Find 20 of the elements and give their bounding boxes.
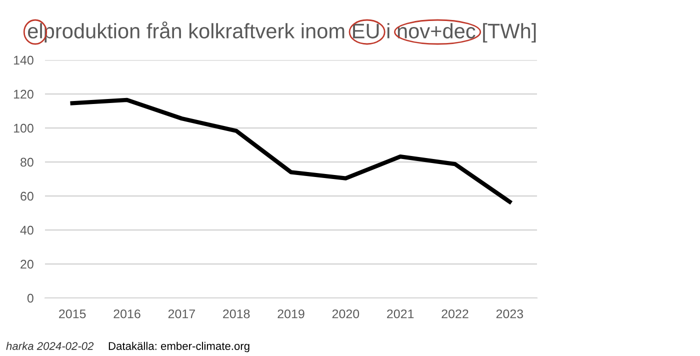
x-tick-label: 2020 <box>332 309 360 318</box>
y-tick-label: 80 <box>20 158 34 167</box>
x-tick-label: 2018 <box>223 309 250 318</box>
y-tick-label: 60 <box>20 192 34 201</box>
x-tick-label: 2023 <box>496 309 524 318</box>
x-tick-label: 2022 <box>442 309 468 318</box>
text: harka 2024-02-02 <box>6 342 94 350</box>
x-tick-label: 2021 <box>387 309 414 318</box>
text: Datakälla: ember-climate.org <box>108 342 250 352</box>
y-tick-label: 120 <box>14 90 34 99</box>
x-tick-label: 2017 <box>168 309 195 318</box>
y-tick-label: 40 <box>20 226 34 235</box>
y-tick-label: 140 <box>14 56 34 65</box>
y-tick-label: 100 <box>14 124 34 133</box>
y-tick-label: 20 <box>20 260 34 269</box>
y-tick-label: 0 <box>27 294 34 303</box>
line-series <box>70 98 512 204</box>
x-tick-label: 2016 <box>114 309 140 318</box>
x-tick-label: 2015 <box>59 309 86 318</box>
x-tick-label: 2019 <box>278 309 304 318</box>
